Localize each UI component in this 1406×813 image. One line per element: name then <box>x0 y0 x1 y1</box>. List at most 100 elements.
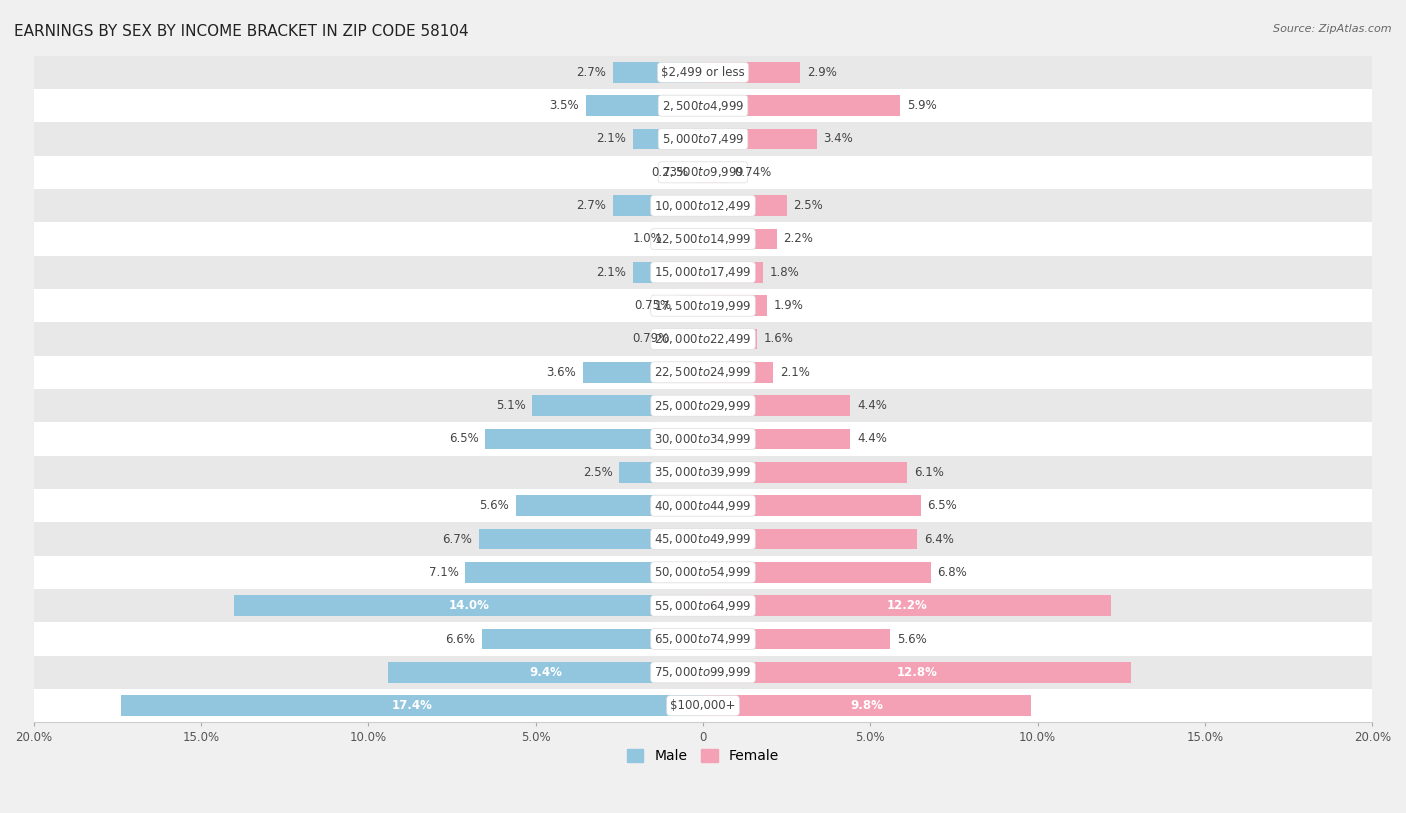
Text: $5,000 to $7,499: $5,000 to $7,499 <box>662 132 744 146</box>
Text: 1.8%: 1.8% <box>770 266 800 279</box>
Text: 2.5%: 2.5% <box>583 466 613 479</box>
Bar <box>703 95 900 116</box>
Text: 17.4%: 17.4% <box>391 699 432 712</box>
Text: 2.7%: 2.7% <box>576 66 606 79</box>
Bar <box>619 462 703 483</box>
Text: 6.7%: 6.7% <box>441 533 472 546</box>
Bar <box>703 62 800 83</box>
Text: $2,499 or less: $2,499 or less <box>661 66 745 79</box>
Text: 7.1%: 7.1% <box>429 566 458 579</box>
Bar <box>703 328 756 350</box>
Text: 2.5%: 2.5% <box>793 199 823 212</box>
Text: $65,000 to $74,999: $65,000 to $74,999 <box>654 632 752 646</box>
Text: 0.75%: 0.75% <box>634 299 671 312</box>
Bar <box>703 162 728 183</box>
Text: $40,000 to $44,999: $40,000 to $44,999 <box>654 498 752 513</box>
Bar <box>34 389 1372 422</box>
Bar <box>34 55 1372 89</box>
Text: $100,000+: $100,000+ <box>671 699 735 712</box>
Bar <box>34 522 1372 555</box>
Text: $35,000 to $39,999: $35,000 to $39,999 <box>654 465 752 480</box>
Text: 3.4%: 3.4% <box>824 133 853 146</box>
Bar <box>703 195 787 216</box>
Text: 2.2%: 2.2% <box>783 233 813 246</box>
Text: 4.4%: 4.4% <box>858 399 887 412</box>
Bar <box>465 562 703 583</box>
Bar <box>703 295 766 316</box>
Text: $75,000 to $99,999: $75,000 to $99,999 <box>654 665 752 680</box>
Bar <box>703 562 931 583</box>
Text: 9.4%: 9.4% <box>529 666 562 679</box>
Bar <box>703 228 776 250</box>
Bar <box>703 628 890 650</box>
Bar <box>34 222 1372 255</box>
Bar <box>34 489 1372 522</box>
Bar <box>34 289 1372 322</box>
Bar <box>613 62 703 83</box>
Text: $17,500 to $19,999: $17,500 to $19,999 <box>654 298 752 313</box>
Bar <box>34 255 1372 289</box>
Bar <box>235 595 703 616</box>
Text: 6.5%: 6.5% <box>449 433 478 446</box>
Bar <box>633 262 703 283</box>
Text: 14.0%: 14.0% <box>449 599 489 612</box>
Text: $10,000 to $12,499: $10,000 to $12,499 <box>654 198 752 213</box>
Text: 3.6%: 3.6% <box>546 366 576 379</box>
Text: $7,500 to $9,999: $7,500 to $9,999 <box>662 165 744 180</box>
Text: 2.9%: 2.9% <box>807 66 837 79</box>
Bar <box>388 662 703 683</box>
Text: $20,000 to $22,499: $20,000 to $22,499 <box>654 332 752 346</box>
Bar <box>34 455 1372 489</box>
Bar <box>703 428 851 450</box>
Text: 6.8%: 6.8% <box>938 566 967 579</box>
Bar <box>34 422 1372 455</box>
Text: $15,000 to $17,499: $15,000 to $17,499 <box>654 265 752 280</box>
Text: 1.6%: 1.6% <box>763 333 793 346</box>
Bar <box>34 122 1372 155</box>
Text: 6.4%: 6.4% <box>924 533 953 546</box>
Bar <box>703 362 773 383</box>
Text: Source: ZipAtlas.com: Source: ZipAtlas.com <box>1274 24 1392 34</box>
Bar <box>586 95 703 116</box>
Text: 12.8%: 12.8% <box>897 666 938 679</box>
Bar <box>633 128 703 150</box>
Bar <box>34 689 1372 722</box>
Text: $22,500 to $24,999: $22,500 to $24,999 <box>654 365 752 380</box>
Text: 5.6%: 5.6% <box>479 499 509 512</box>
Bar <box>34 155 1372 189</box>
Bar <box>34 355 1372 389</box>
Text: 5.9%: 5.9% <box>907 99 936 112</box>
Bar <box>696 162 703 183</box>
Text: 6.5%: 6.5% <box>928 499 957 512</box>
Bar <box>34 555 1372 589</box>
Bar <box>703 662 1132 683</box>
Text: 12.2%: 12.2% <box>887 599 928 612</box>
Text: 0.23%: 0.23% <box>651 166 689 179</box>
Text: 0.74%: 0.74% <box>734 166 772 179</box>
Bar <box>34 189 1372 222</box>
Bar <box>703 395 851 416</box>
Text: 0.79%: 0.79% <box>633 333 669 346</box>
Text: 5.1%: 5.1% <box>496 399 526 412</box>
Text: 6.1%: 6.1% <box>914 466 943 479</box>
Text: $30,000 to $34,999: $30,000 to $34,999 <box>654 432 752 446</box>
Text: $2,500 to $4,999: $2,500 to $4,999 <box>662 98 744 113</box>
Bar <box>34 655 1372 689</box>
Bar <box>482 628 703 650</box>
Bar <box>582 362 703 383</box>
Bar <box>678 295 703 316</box>
Bar <box>533 395 703 416</box>
Bar <box>121 695 703 716</box>
Bar <box>669 228 703 250</box>
Text: $25,000 to $29,999: $25,000 to $29,999 <box>654 398 752 413</box>
Text: EARNINGS BY SEX BY INCOME BRACKET IN ZIP CODE 58104: EARNINGS BY SEX BY INCOME BRACKET IN ZIP… <box>14 24 468 39</box>
Text: 1.9%: 1.9% <box>773 299 803 312</box>
Bar <box>34 622 1372 655</box>
Bar <box>703 462 907 483</box>
Bar <box>478 528 703 550</box>
Text: $50,000 to $54,999: $50,000 to $54,999 <box>654 565 752 580</box>
Bar <box>34 589 1372 622</box>
Bar <box>516 495 703 516</box>
Text: 9.8%: 9.8% <box>851 699 883 712</box>
Bar <box>703 495 921 516</box>
